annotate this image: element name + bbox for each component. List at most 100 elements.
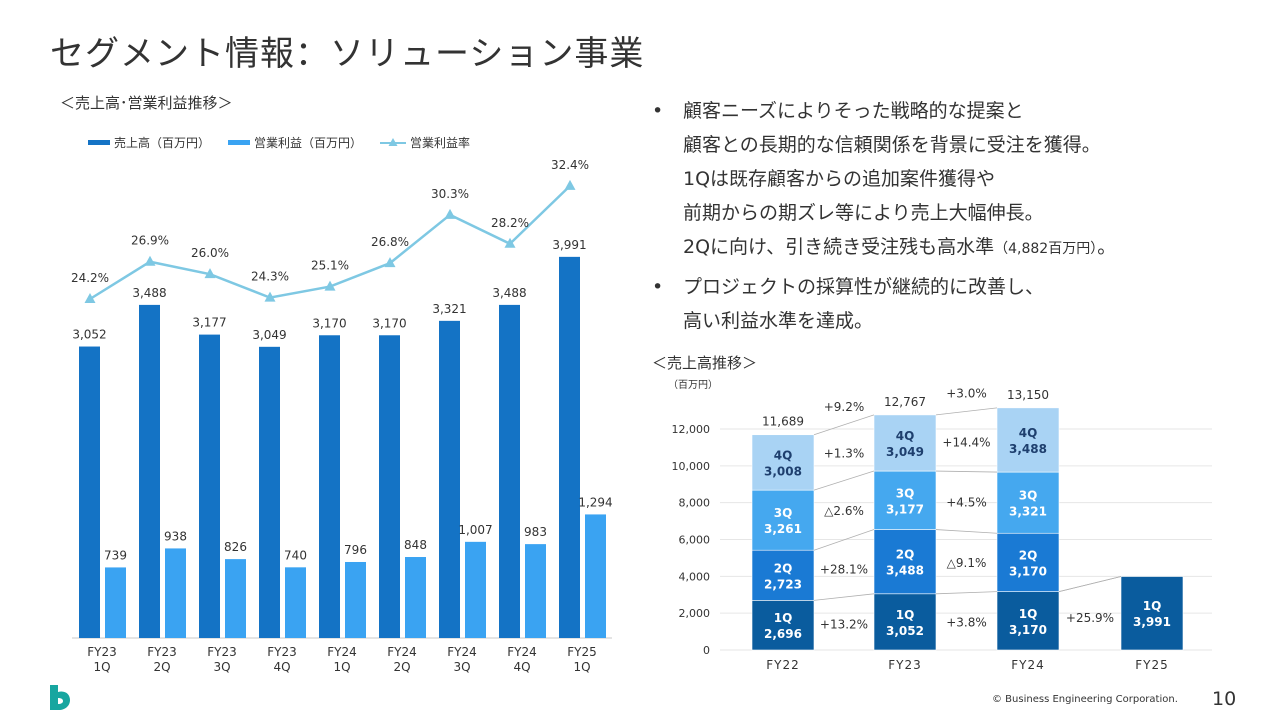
bullet-1-line-3: 1Qは既存顧客からの追加案件獲得や: [683, 168, 996, 190]
y-tick-label: 2,000: [679, 607, 711, 620]
segment-value-label: 3,991: [1133, 615, 1171, 629]
left-chart-subtitle: ＜売上高･営業利益推移＞: [60, 94, 233, 112]
sales-bar: [79, 346, 100, 638]
margin-marker: [84, 293, 96, 303]
right-chart-subtitle: ＜売上高推移＞: [652, 354, 758, 372]
sales-data-label: 3,052: [72, 328, 106, 342]
segment-quarter-label: 4Q: [1019, 426, 1038, 440]
growth-rate-label: △2.6%: [824, 504, 864, 518]
bullet-item-2: プロジェクトの採算性が継続的に改善し、 高い利益水準を達成。: [650, 270, 1116, 338]
profit-data-label: 938: [164, 529, 187, 543]
x-tick-label-quarter: 4Q: [273, 660, 290, 674]
sales-data-label: 3,170: [312, 316, 346, 330]
segment-quarter-label: 4Q: [896, 429, 915, 443]
segment-value-label: 3,488: [886, 564, 924, 578]
sales-bar: [199, 334, 220, 638]
x-tick-label-quarter: 1Q: [573, 660, 590, 674]
growth-rate-label: +3.8%: [946, 615, 987, 629]
profit-data-label: 740: [284, 548, 307, 562]
growth-rate-label: +3.0%: [946, 386, 987, 400]
legend-swatch-sales: [88, 140, 110, 145]
segment-value-label: 2,696: [764, 627, 802, 641]
stacked-segment: [873, 414, 937, 472]
x-tick-label-year: FY23: [147, 645, 177, 659]
bullet-1-line-4: 前期からの期ズレ等により売上大幅伸長。: [683, 202, 1044, 224]
segment-quarter-label: 3Q: [774, 506, 793, 520]
y-tick-label: 4,000: [679, 570, 711, 583]
margin-data-label: 30.3%: [431, 187, 469, 201]
margin-marker: [444, 208, 456, 219]
x-tick-label-year: FY23: [207, 645, 237, 659]
bullet-1-line-5-backlog: （4,882百万円）: [994, 241, 1098, 257]
bullet-1-line-5-main: 2Qに向け、引き続き受注残も高水準: [683, 236, 995, 258]
segment-quarter-label: 3Q: [896, 486, 915, 500]
x-tick-label: FY25: [1135, 658, 1169, 672]
legend-label-sales: 売上高（百万円）: [114, 136, 211, 150]
x-tick-label-year: FY24: [327, 645, 357, 659]
y-tick-label: 10,000: [672, 460, 711, 473]
segment-quarter-label: 1Q: [896, 608, 915, 622]
connector-line: [935, 407, 998, 416]
stacked-segment: [751, 434, 815, 491]
margin-data-label: 26.8%: [371, 235, 409, 249]
x-tick-label-year: FY25: [567, 645, 597, 659]
bullet-1-line-1: 顧客ニーズによりそった戦略的な提案と: [683, 100, 1024, 122]
profit-bar: [465, 541, 486, 638]
profit-data-label: 1,007: [458, 523, 492, 537]
sales-bar: [439, 320, 460, 638]
segment-value-label: 3,170: [1009, 623, 1047, 637]
connector-line: [935, 591, 998, 595]
margin-data-label: 32.4%: [551, 158, 589, 172]
connector-line: [1058, 576, 1122, 593]
margin-data-label: 24.2%: [71, 271, 109, 285]
x-tick-label: FY24: [1011, 658, 1045, 672]
connector-line: [935, 470, 998, 473]
sales-data-label: 3,321: [432, 302, 466, 316]
legend-label-profit: 営業利益（百万円）: [254, 136, 363, 150]
margin-marker: [204, 268, 216, 279]
segment-value-label: 3,049: [886, 445, 924, 459]
stacked-segment: [751, 489, 815, 551]
margin-marker: [384, 257, 396, 268]
x-tick-label-year: FY23: [267, 645, 297, 659]
total-label: 12,767: [884, 395, 926, 409]
sales-bar: [319, 335, 340, 638]
y-tick-label: 6,000: [679, 534, 711, 547]
connector-line: [935, 529, 998, 534]
segment-value-label: 3,488: [1009, 442, 1047, 456]
chart-legend: 売上高（百万円） 営業利益（百万円） 営業利益率: [88, 134, 470, 151]
x-tick-label-year: FY23: [87, 645, 117, 659]
segment-value-label: 3,052: [886, 624, 924, 638]
profit-bar: [345, 561, 366, 638]
sales-data-label: 3,177: [192, 316, 226, 330]
x-tick-label-quarter: 3Q: [453, 660, 470, 674]
growth-rate-label: +9.2%: [824, 400, 865, 414]
legend-item-sales: 売上高（百万円）: [88, 134, 210, 151]
segment-quarter-label: 1Q: [774, 611, 793, 625]
margin-marker: [144, 255, 156, 266]
profit-bar: [585, 514, 606, 638]
total-label: 13,150: [1007, 388, 1049, 402]
sales-data-label: 3,488: [492, 286, 526, 300]
sales-profit-chart: 3,052739FY231Q3,488938FY232Q3,177826FY23…: [71, 158, 613, 674]
stacked-segment: [751, 600, 815, 651]
profit-data-label: 1,294: [578, 495, 612, 509]
legend-item-profit: 営業利益（百万円）: [228, 134, 362, 151]
x-tick-label-year: FY24: [507, 645, 537, 659]
page-number: 10: [1212, 688, 1237, 710]
growth-rate-label: +28.1%: [820, 562, 868, 576]
stacked-segment: [873, 470, 937, 530]
bullet-list: 顧客ニーズによりそった戦略的な提案と 顧客との長期的な信頼関係を背景に受注を獲得…: [650, 94, 1116, 342]
sales-data-label: 3,991: [552, 238, 586, 252]
sales-data-label: 3,049: [252, 328, 286, 342]
y-tick-label: 8,000: [679, 497, 711, 510]
connector-line: [813, 593, 875, 601]
sales-data-label: 3,488: [132, 286, 166, 300]
x-tick-label-year: FY24: [447, 645, 477, 659]
sales-bar: [559, 256, 580, 638]
segment-value-label: 3,321: [1009, 505, 1047, 519]
x-tick-label-quarter: 2Q: [393, 660, 410, 674]
profit-bar: [105, 567, 126, 638]
growth-rate-label: +14.4%: [942, 435, 990, 449]
legend-item-margin: 営業利益率: [380, 134, 470, 151]
